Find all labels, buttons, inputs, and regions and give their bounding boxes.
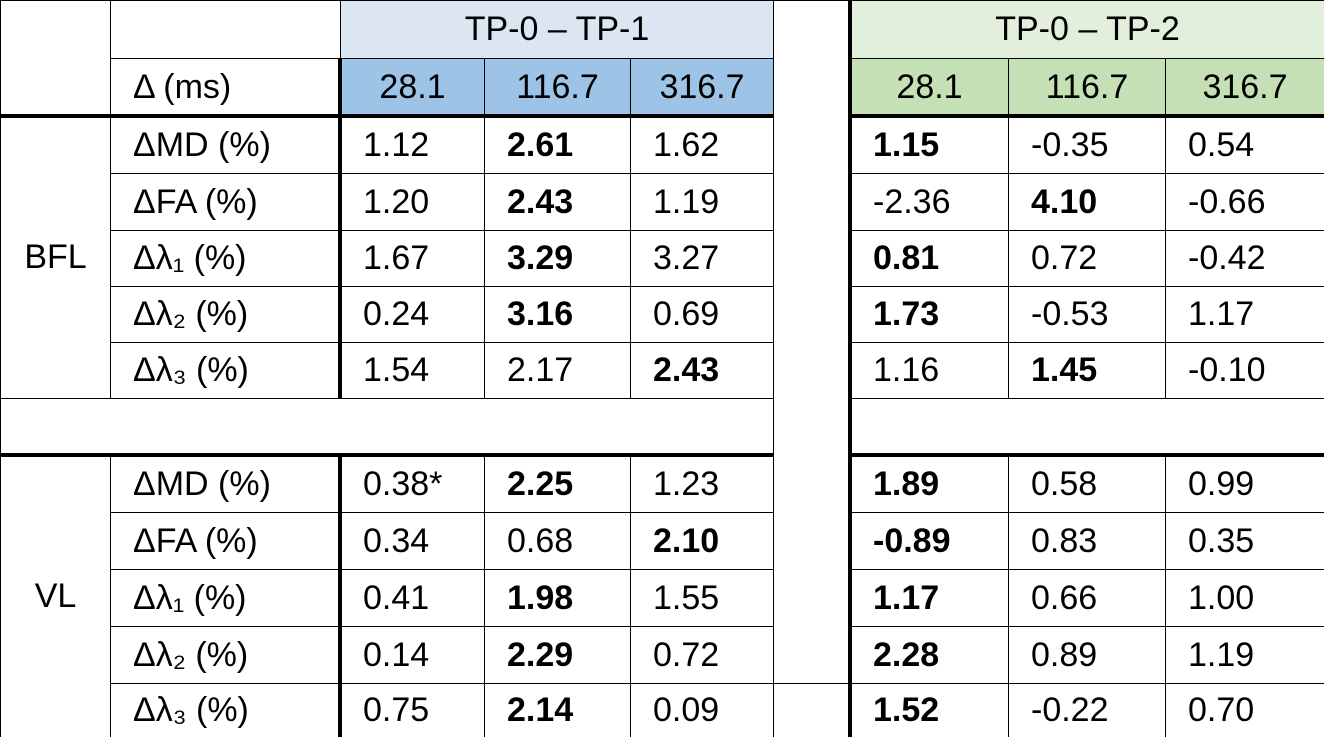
- value: 3.29: [484, 230, 631, 287]
- value: 1.98: [484, 569, 631, 627]
- value: 1.16: [850, 342, 1009, 399]
- value: 1.00: [1165, 569, 1324, 627]
- value: 0.69: [630, 286, 774, 343]
- value: 0.72: [630, 626, 774, 684]
- delta-value: 116.7: [1008, 58, 1166, 117]
- value: 0.99: [1165, 455, 1324, 513]
- delta-value: 28.1: [340, 58, 485, 117]
- value: 1.89: [850, 455, 1009, 513]
- thick-border: [850, 453, 1324, 457]
- value: 1.17: [850, 569, 1009, 627]
- value: 4.10: [1008, 173, 1166, 231]
- delta-value: 116.7: [484, 58, 631, 117]
- value: 0.41: [340, 569, 485, 627]
- row-label: ΔFA (%): [110, 512, 341, 570]
- value: 2.43: [484, 173, 631, 231]
- value: 0.34: [340, 512, 485, 570]
- group-name: BFL: [0, 116, 111, 399]
- corner: [0, 0, 111, 117]
- value: 0.68: [484, 512, 631, 570]
- row-label: Δλ₂ (%): [110, 286, 341, 343]
- delta-value: 316.7: [1165, 58, 1324, 117]
- value: 0.35: [1165, 512, 1324, 570]
- value: 1.62: [630, 116, 774, 174]
- value: 1.12: [340, 116, 485, 174]
- gap: [773, 0, 851, 684]
- value: 1.67: [340, 230, 485, 287]
- value: -0.53: [1008, 286, 1166, 343]
- gap: [773, 683, 851, 737]
- value: -0.66: [1165, 173, 1324, 231]
- value: 1.19: [630, 173, 774, 231]
- thick-border: [850, 114, 1324, 118]
- value: 1.55: [630, 569, 774, 627]
- value: 1.17: [1165, 286, 1324, 343]
- row-label: Δλ₁ (%): [110, 569, 341, 627]
- value: -2.36: [850, 173, 1009, 231]
- thick-border: [338, 58, 342, 398]
- value: -0.22: [1008, 683, 1166, 737]
- thick-border: [338, 455, 342, 737]
- value: -0.42: [1165, 230, 1324, 287]
- group-header: TP-0 – TP-2: [850, 0, 1324, 59]
- value: -0.89: [850, 512, 1009, 570]
- value: 2.28: [850, 626, 1009, 684]
- delta-value: 316.7: [630, 58, 774, 117]
- value: 2.25: [484, 455, 631, 513]
- value: 0.83: [1008, 512, 1166, 570]
- value: 1.45: [1008, 342, 1166, 399]
- value: 0.54: [1165, 116, 1324, 174]
- value: 0.75: [340, 683, 485, 737]
- value: 1.73: [850, 286, 1009, 343]
- row-label: ΔFA (%): [110, 173, 341, 231]
- value: 3.27: [630, 230, 774, 287]
- value: 0.66: [1008, 569, 1166, 627]
- value: 2.17: [484, 342, 631, 399]
- row-label: Δλ₁ (%): [110, 230, 341, 287]
- value: 1.23: [630, 455, 774, 513]
- group-header: TP-0 – TP-1: [340, 0, 774, 59]
- value: 0.09: [630, 683, 774, 737]
- row-label: Δλ₃ (%): [110, 683, 341, 737]
- value: 0.58: [1008, 455, 1166, 513]
- value: 0.72: [1008, 230, 1166, 287]
- value: 2.43: [630, 342, 774, 399]
- value: 0.89: [1008, 626, 1166, 684]
- value: 1.15: [850, 116, 1009, 174]
- spacer-row: [0, 398, 774, 456]
- value: 1.52: [850, 683, 1009, 737]
- value: 0.38*: [340, 455, 485, 513]
- value: 0.81: [850, 230, 1009, 287]
- delta-value: 28.1: [850, 58, 1009, 117]
- row-label: Δλ₂ (%): [110, 626, 341, 684]
- value: 2.61: [484, 116, 631, 174]
- thick-border: [0, 114, 773, 118]
- value: 0.14: [340, 626, 485, 684]
- value: 2.10: [630, 512, 774, 570]
- value: 2.29: [484, 626, 631, 684]
- value: 1.20: [340, 173, 485, 231]
- value: -0.35: [1008, 116, 1166, 174]
- group-name: VL: [0, 455, 111, 737]
- value: 1.54: [340, 342, 485, 399]
- value: 3.16: [484, 286, 631, 343]
- thick-border: [848, 0, 852, 737]
- row-label: ΔMD (%): [110, 455, 341, 513]
- row-label: Δλ₃ (%): [110, 342, 341, 399]
- delta-label: Δ (ms): [110, 58, 341, 117]
- value: 0.24: [340, 286, 485, 343]
- value: 1.19: [1165, 626, 1324, 684]
- row-label: ΔMD (%): [110, 116, 341, 174]
- value: -0.10: [1165, 342, 1324, 399]
- thick-border: [0, 453, 773, 457]
- value: 2.14: [484, 683, 631, 737]
- spacer-row: [850, 398, 1324, 456]
- value: 0.70: [1165, 683, 1324, 737]
- blank-header: [110, 0, 341, 59]
